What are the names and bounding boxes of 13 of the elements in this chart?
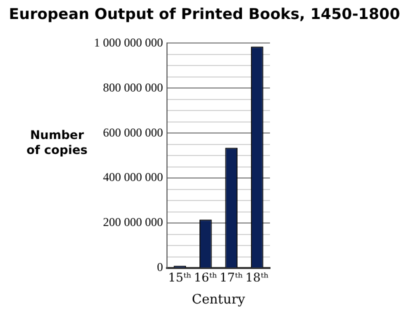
x-tick-label: 15ᵗʰ — [168, 270, 192, 284]
x-tick-label: 17ᵗʰ — [220, 270, 244, 284]
x-tick-label: 16ᵗʰ — [194, 270, 218, 284]
chart-title: European Output of Printed Books, 1450-1800 — [8, 5, 402, 23]
y-tick-label: 1 000 000 000 — [94, 35, 163, 50]
x-axis-title: Century — [192, 292, 246, 308]
x-tick-label: 18ᵗʰ — [245, 270, 269, 284]
y-tick-label: 600 000 000 — [103, 125, 163, 140]
y-tick-label: 400 000 000 — [103, 170, 163, 184]
y-tick-label: 200 000 000 — [103, 215, 163, 230]
y-axis-title: Number of copies — [26, 128, 88, 158]
y-tick-label: 800 000 000 — [103, 80, 163, 94]
y-tick-label: 0 — [157, 260, 163, 274]
